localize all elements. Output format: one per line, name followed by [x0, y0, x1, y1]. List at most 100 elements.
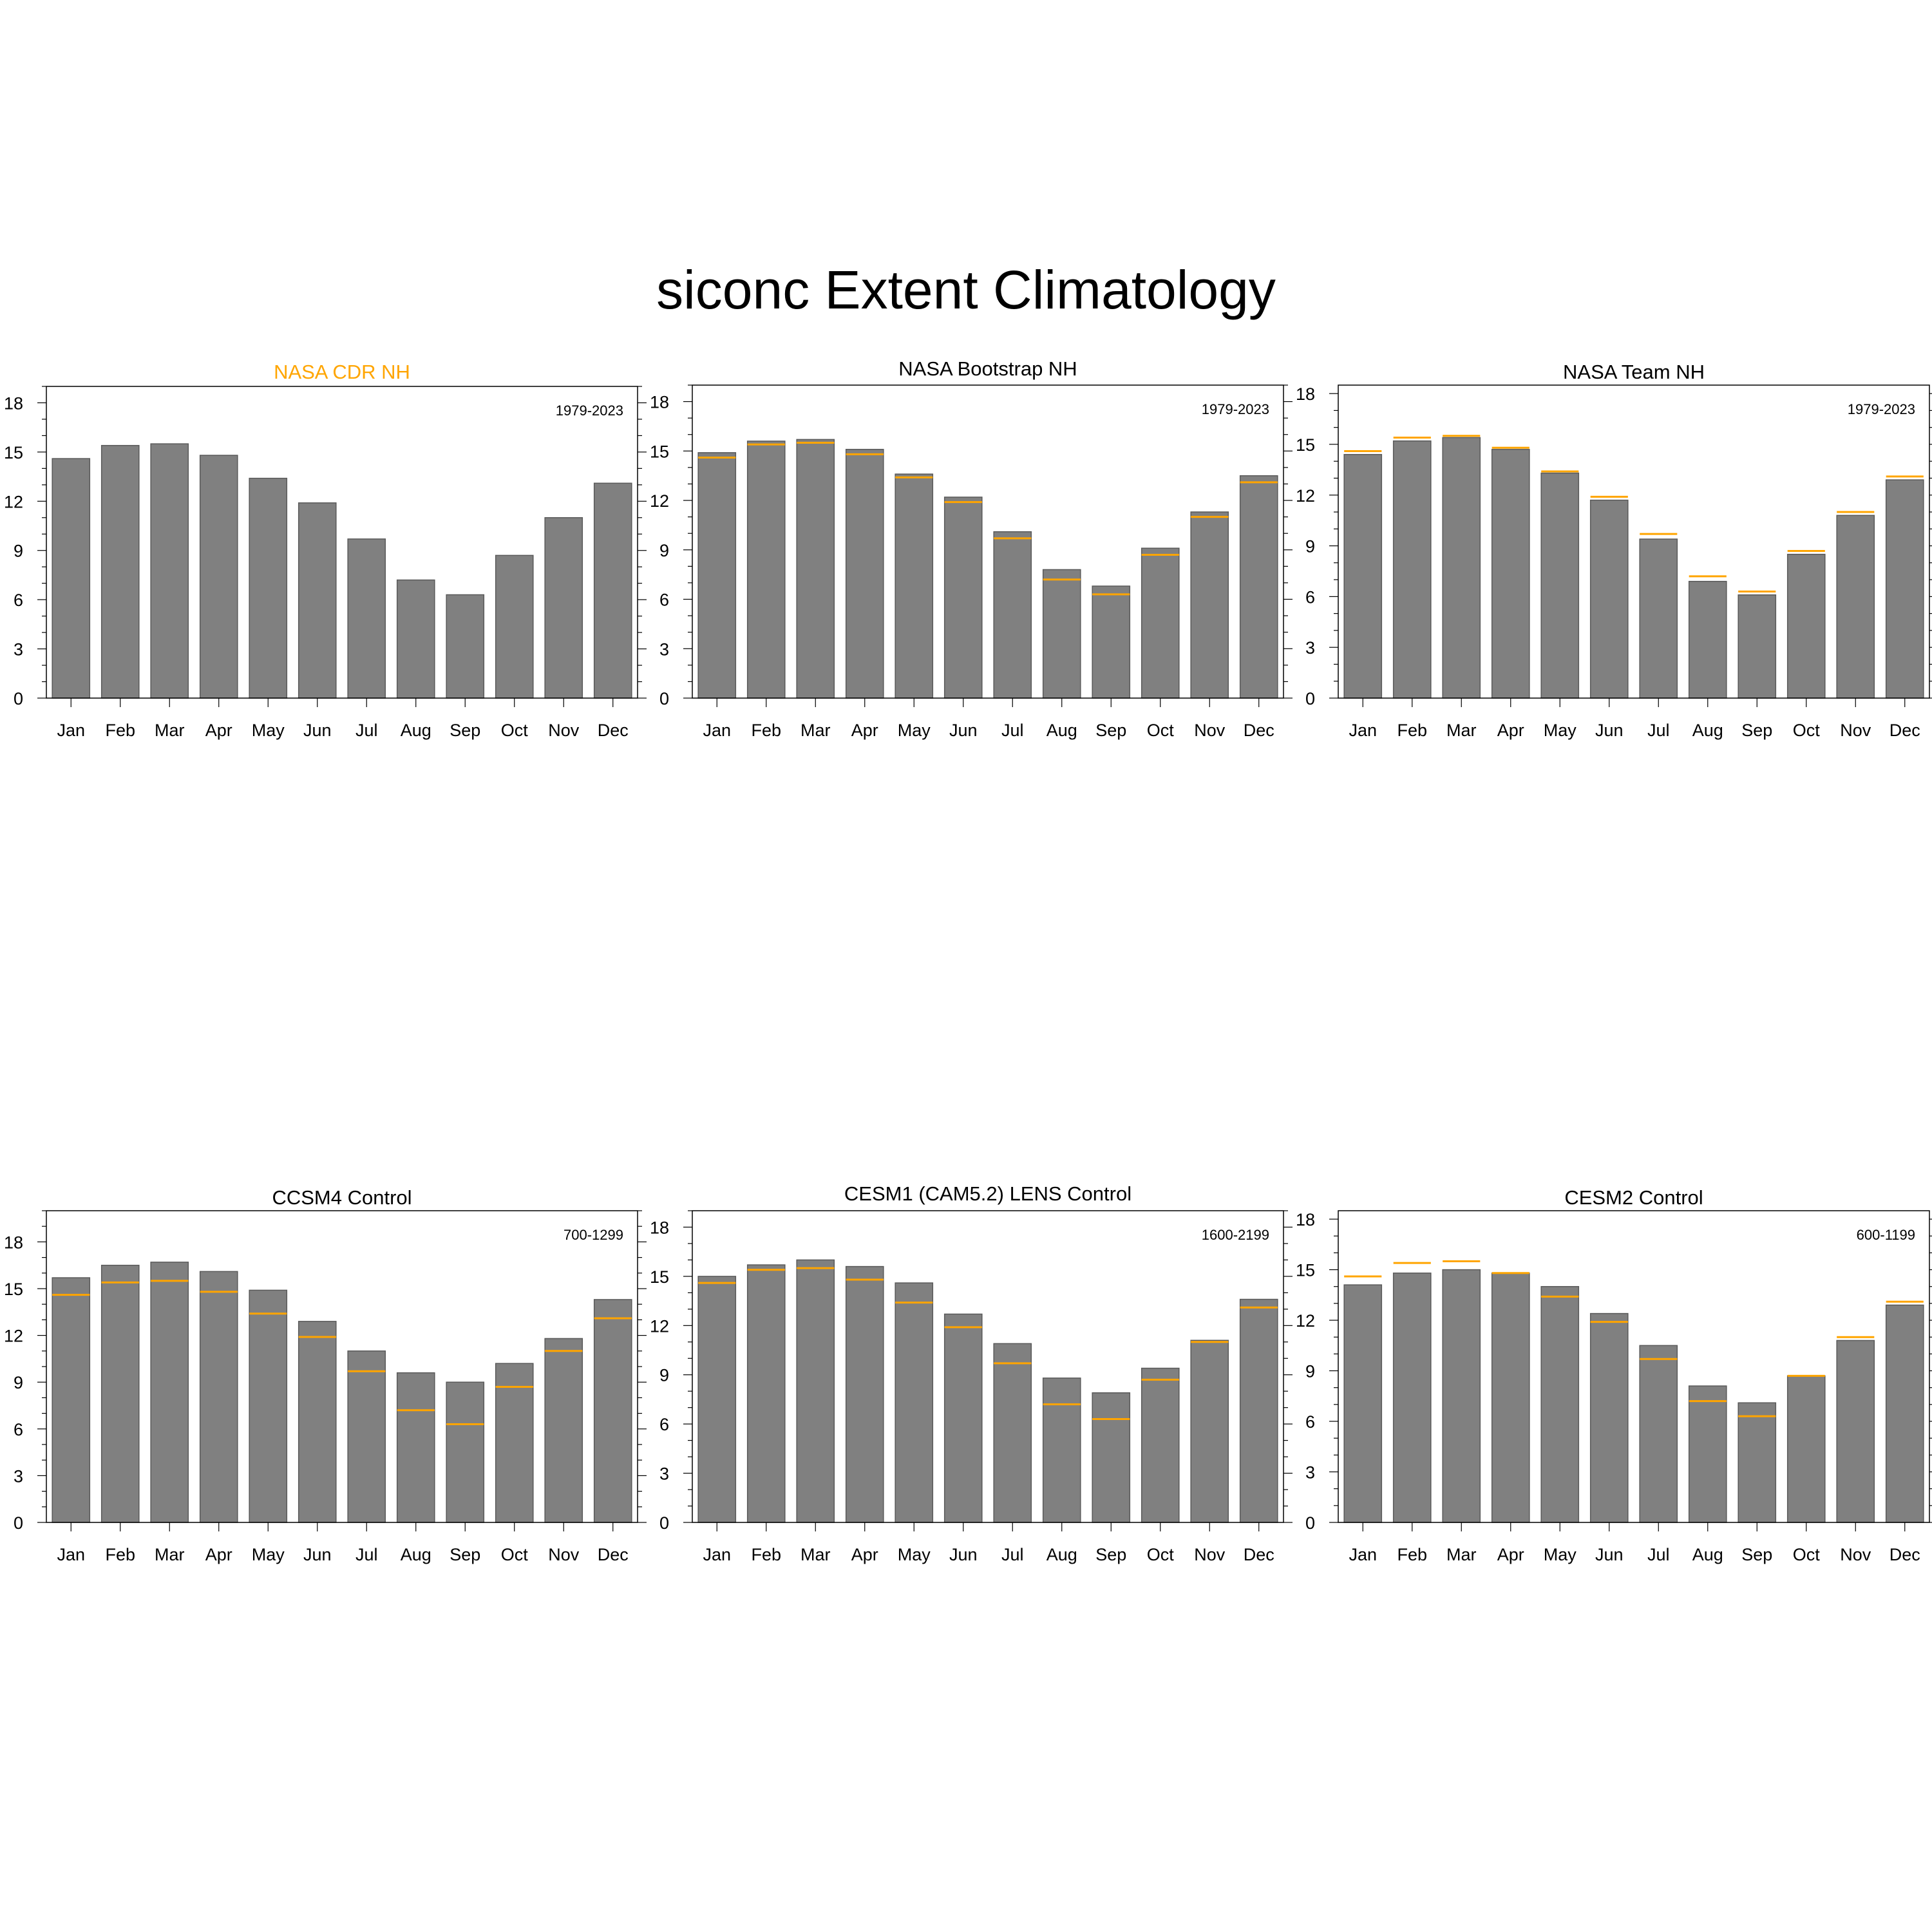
bar-jun — [298, 502, 337, 699]
x-tick-label-apr: Apr — [1497, 721, 1524, 740]
bar-dec — [593, 482, 632, 699]
period-label: 1600-2199 — [1202, 1227, 1269, 1243]
bar-mar — [1442, 437, 1481, 699]
y-tick-label: 0 — [659, 1513, 669, 1533]
x-tick-label-may: May — [1544, 721, 1577, 740]
y-tick-label: 15 — [1296, 435, 1315, 455]
y-tick-label: 6 — [14, 591, 23, 610]
x-tick-label-oct: Oct — [501, 1545, 529, 1564]
bar-may — [1540, 472, 1580, 699]
bar-nov — [544, 517, 583, 699]
x-tick-label-apr: Apr — [1497, 1545, 1524, 1564]
y-tick-label: 6 — [659, 591, 669, 610]
y-tick-label: 0 — [14, 689, 23, 708]
bar-mar — [1442, 1269, 1481, 1523]
x-tick-label-jul: Jul — [1647, 1545, 1670, 1564]
x-tick-label-jan: Jan — [1349, 721, 1377, 740]
panel-title: NASA Team NH — [1563, 361, 1705, 383]
bar-feb — [1392, 440, 1432, 699]
y-tick-label: 6 — [1305, 1412, 1315, 1432]
y-tick-label: 3 — [1305, 1463, 1315, 1482]
period-label: 700-1299 — [564, 1227, 623, 1243]
x-tick-label-nov: Nov — [1840, 1545, 1871, 1564]
bar-may — [895, 1282, 934, 1523]
x-tick-label-aug: Aug — [401, 721, 431, 740]
bar-apr — [1491, 449, 1530, 699]
bar-feb — [746, 1264, 786, 1523]
x-tick-label-nov: Nov — [1194, 1545, 1226, 1564]
x-tick-label-feb: Feb — [1397, 1545, 1427, 1564]
x-tick-label-aug: Aug — [1692, 721, 1723, 740]
y-tick-label: 9 — [1305, 537, 1315, 556]
y-tick-label: 0 — [1305, 1513, 1315, 1533]
x-tick-label-jan: Jan — [57, 1545, 85, 1564]
bar-dec — [1239, 475, 1278, 699]
bar-aug — [396, 579, 435, 699]
bar-sep — [446, 594, 485, 699]
bar-nov — [1836, 515, 1875, 699]
bar-feb — [100, 444, 140, 699]
x-tick-label-dec: Dec — [598, 1545, 629, 1564]
period-label: 1979-2023 — [1848, 401, 1915, 417]
chart-panel-6: 0 3 6 9 12 15 18 Jan Feb Mar Apr May Jun Jul Aug Sep Oct… — [1296, 1186, 1932, 1564]
bar-mar — [796, 1259, 835, 1523]
x-tick-label-mar: Mar — [1446, 1545, 1477, 1564]
bar-may — [895, 473, 934, 699]
period-label: 600-1199 — [1857, 1227, 1915, 1243]
bar-jun — [943, 1313, 983, 1523]
bar-jul — [993, 1343, 1032, 1523]
x-tick-label-jun: Jun — [1595, 1545, 1624, 1564]
x-tick-label-oct: Oct — [501, 721, 529, 740]
figure-title: siconc Extent Climatology — [656, 260, 1276, 320]
y-tick-label: 9 — [14, 1373, 23, 1392]
y-tick-label: 3 — [659, 1464, 669, 1484]
bar-oct — [495, 554, 534, 699]
x-tick-label-nov: Nov — [548, 721, 580, 740]
y-tick-label: 0 — [14, 1513, 23, 1533]
bar-may — [249, 477, 288, 699]
y-tick-label: 6 — [659, 1415, 669, 1434]
x-tick-label-sep: Sep — [1095, 1545, 1126, 1564]
bar-jun — [298, 1321, 337, 1523]
bar-dec — [593, 1299, 632, 1523]
x-tick-label-jun: Jun — [1595, 721, 1624, 740]
bar-jul — [1639, 538, 1678, 699]
x-tick-label-jul: Jul — [1001, 1545, 1024, 1564]
x-tick-label-mar: Mar — [1446, 721, 1477, 740]
x-tick-label-aug: Aug — [1046, 1545, 1077, 1564]
bar-nov — [1190, 1340, 1229, 1523]
x-tick-label-oct: Oct — [1793, 1545, 1821, 1564]
x-tick-label-feb: Feb — [105, 721, 135, 740]
bar-may — [1540, 1285, 1580, 1523]
y-tick-label: 9 — [659, 541, 669, 560]
bar-sep — [1092, 1392, 1131, 1523]
chart-panel-4: 0 3 6 9 12 15 18 Jan Feb Mar Apr May Jun Jul Aug Sep Oct… — [4, 1186, 647, 1564]
y-tick-label: 9 — [1305, 1362, 1315, 1381]
bar-aug — [396, 1372, 435, 1523]
x-tick-label-mar: Mar — [800, 1545, 831, 1564]
y-tick-label: 12 — [1296, 486, 1315, 506]
x-tick-label-oct: Oct — [1147, 721, 1175, 740]
y-tick-label: 15 — [4, 1280, 23, 1299]
x-tick-label-dec: Dec — [1889, 1545, 1920, 1564]
x-tick-label-may: May — [252, 721, 285, 740]
y-tick-label: 18 — [650, 393, 669, 412]
x-tick-label-jun: Jun — [949, 721, 978, 740]
x-tick-label-apr: Apr — [851, 721, 878, 740]
y-tick-label: 6 — [14, 1420, 23, 1439]
bar-aug — [1042, 569, 1081, 699]
x-tick-label-jun: Jun — [303, 1545, 332, 1564]
panel-title: CESM1 (CAM5.2) LENS Control — [844, 1182, 1132, 1205]
panel-title: CCSM4 Control — [272, 1186, 412, 1209]
y-tick-label: 18 — [1296, 1210, 1315, 1229]
y-tick-label: 12 — [4, 492, 23, 511]
x-tick-label-jun: Jun — [949, 1545, 978, 1564]
bar-oct — [1141, 1367, 1180, 1523]
y-tick-label: 6 — [1305, 587, 1315, 607]
chart-panel-5: 0 3 6 9 12 15 18 Jan Feb Mar Apr May Jun Jul Aug Sep Oct… — [650, 1182, 1293, 1564]
bar-sep — [1738, 1402, 1777, 1523]
x-tick-label-jan: Jan — [703, 1545, 731, 1564]
x-tick-label-mar: Mar — [800, 721, 831, 740]
y-tick-label: 15 — [650, 442, 669, 461]
bar-sep — [1738, 594, 1777, 699]
